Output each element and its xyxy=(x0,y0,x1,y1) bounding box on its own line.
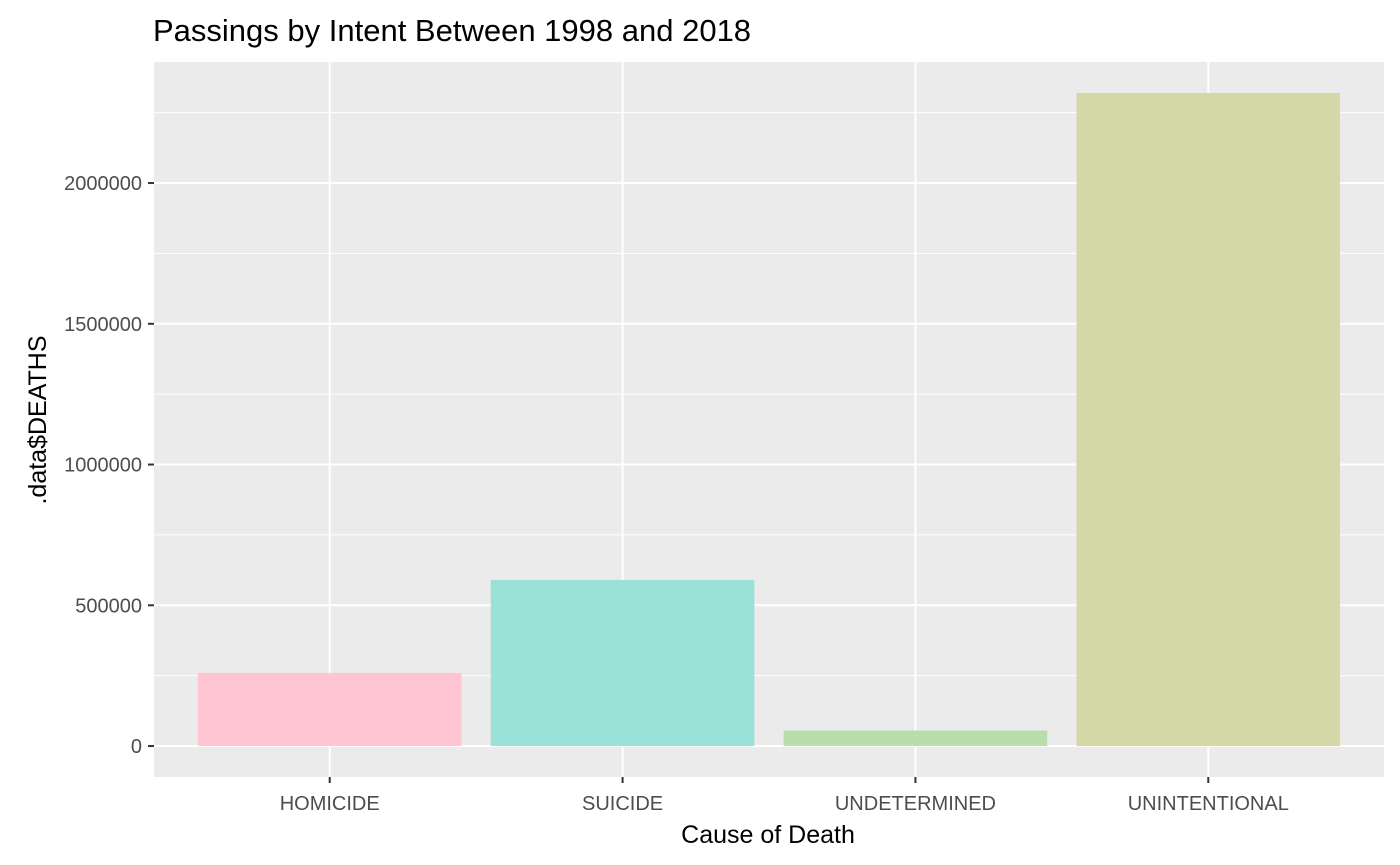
x-tick-label: SUICIDE xyxy=(582,793,663,815)
x-axis: HOMICIDE SUICIDE UNDETERMINED UNINTENTIONAL xyxy=(280,777,1289,815)
x-tick-label: UNDETERMINED xyxy=(835,793,996,815)
chart-title: Passings by Intent Between 1998 and 2018 xyxy=(153,13,751,48)
x-tick-label: UNINTENTIONAL xyxy=(1128,793,1289,815)
y-tick-label: 1500000 xyxy=(64,314,142,336)
bar-suicide xyxy=(490,579,755,747)
bar-undetermined xyxy=(783,730,1048,747)
y-tick-label: 1000000 xyxy=(64,455,142,477)
x-axis-title: Cause of Death xyxy=(681,821,855,849)
y-tick-label: 500000 xyxy=(75,595,142,617)
y-axis: 0 500000 1000000 1500000 2000000 xyxy=(64,173,154,758)
y-tick-label: 0 xyxy=(131,736,142,758)
y-tick-label: 2000000 xyxy=(64,173,142,195)
bar-homicide xyxy=(197,672,462,747)
bars xyxy=(197,92,1341,747)
x-tick-label: HOMICIDE xyxy=(280,793,380,815)
y-axis-title: .data$DEATHS xyxy=(24,335,52,504)
bar-unintentional xyxy=(1076,92,1341,747)
